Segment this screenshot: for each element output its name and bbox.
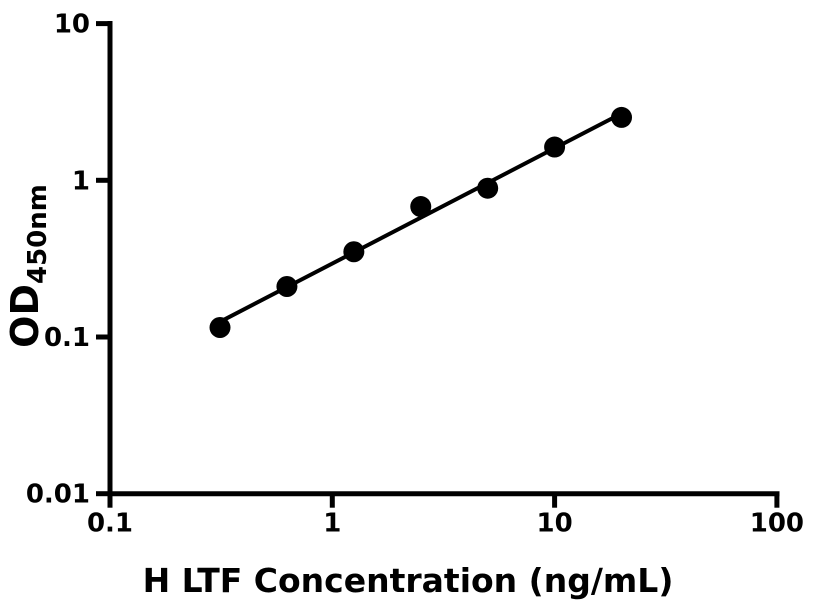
y-tick-label: 1 bbox=[72, 166, 90, 196]
y-axis-title-main: OD bbox=[3, 284, 47, 348]
y-axis-title: OD450nm bbox=[3, 184, 53, 348]
x-tick-label: 100 bbox=[750, 509, 804, 539]
x-tick-label: 1 bbox=[323, 509, 341, 539]
x-tick-label: 0.1 bbox=[87, 509, 133, 539]
y-tick-label: 0.1 bbox=[44, 323, 90, 353]
data-point bbox=[477, 177, 499, 199]
data-series bbox=[209, 106, 633, 338]
x-axis-title: H LTF Concentration (ng/mL) bbox=[143, 561, 674, 600]
data-point bbox=[410, 196, 432, 218]
x-tick-label: 10 bbox=[537, 509, 573, 539]
y-tick-label: 10 bbox=[54, 10, 90, 40]
data-point bbox=[544, 136, 566, 158]
data-point bbox=[611, 106, 633, 128]
y-axis-title-subscript: 450nm bbox=[23, 184, 53, 284]
axes bbox=[107, 21, 780, 497]
data-point bbox=[343, 241, 365, 263]
data-point bbox=[276, 276, 298, 298]
axis-ticks bbox=[96, 21, 780, 508]
data-point bbox=[209, 316, 231, 338]
y-tick-label: 0.01 bbox=[26, 480, 90, 510]
